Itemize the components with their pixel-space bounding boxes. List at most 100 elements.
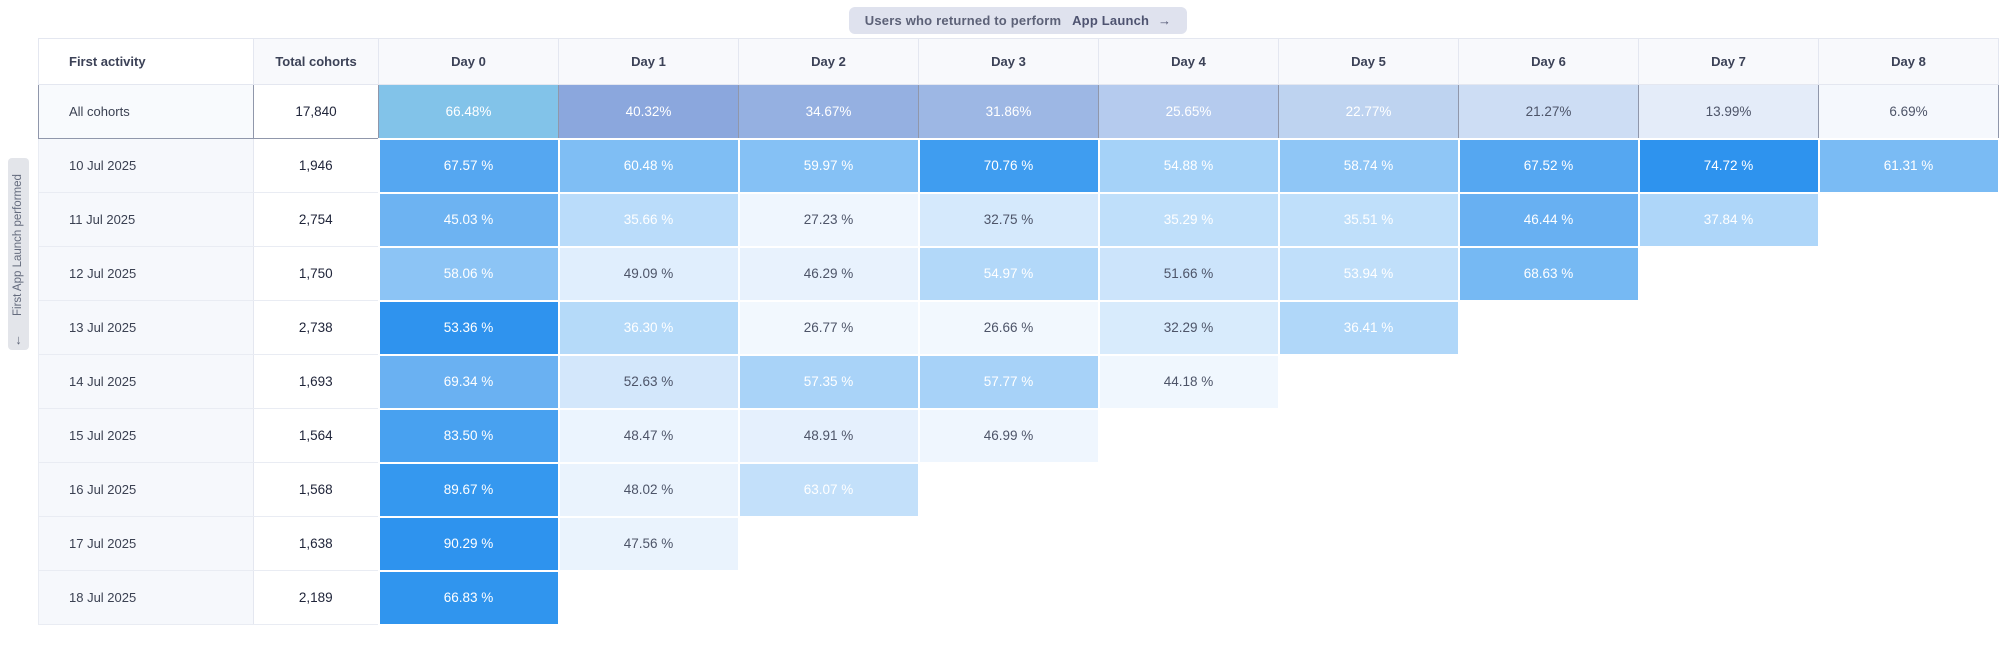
down-arrow-icon: ↓ — [15, 332, 22, 347]
retention-cell-day-3[interactable]: 32.75 % — [917, 191, 1100, 248]
cohort-label: 17 Jul 2025 — [38, 516, 254, 571]
retention-cell-day-1[interactable]: 36.30 % — [557, 299, 740, 356]
empty-cell-day-7 — [1638, 246, 1819, 301]
retention-cell-day-4[interactable]: 44.18 % — [1097, 353, 1280, 410]
cohort-label: 13 Jul 2025 — [38, 300, 254, 355]
retention-cell-day-6[interactable]: 46.44 % — [1457, 191, 1640, 248]
retention-cell-day-2[interactable]: 57.35 % — [737, 353, 920, 410]
retention-cell-day-8[interactable]: 6.69% — [1818, 84, 1999, 139]
retention-cell-day-1[interactable]: 47.56 % — [557, 515, 740, 572]
retention-cell-day-0[interactable]: 66.83 % — [377, 569, 560, 626]
empty-cell-day-5 — [1278, 516, 1459, 571]
first-event-performed-tab: First App Launch performed ↓ — [8, 158, 29, 350]
retention-cell-day-3[interactable]: 57.77 % — [917, 353, 1100, 410]
retention-cell-day-3[interactable]: 54.97 % — [917, 245, 1100, 302]
retention-cell-day-0[interactable]: 58.06 % — [377, 245, 560, 302]
empty-cell-day-6 — [1458, 462, 1639, 517]
retention-cell-day-7[interactable]: 74.72 % — [1637, 137, 1820, 194]
retention-cell-day-3[interactable]: 70.76 % — [917, 137, 1100, 194]
retention-cell-day-5[interactable]: 22.77% — [1278, 84, 1459, 139]
retention-cell-day-5[interactable]: 36.41 % — [1277, 299, 1460, 356]
empty-cell-day-4 — [1098, 462, 1279, 517]
retention-cell-day-6[interactable]: 68.63 % — [1457, 245, 1640, 302]
retention-cell-day-2[interactable]: 27.23 % — [737, 191, 920, 248]
empty-cell-day-6 — [1458, 354, 1639, 409]
header-row: First activity Total cohorts Day 0 Day 1 Day… — [38, 38, 1999, 85]
retention-cell-day-5[interactable]: 35.51 % — [1277, 191, 1460, 248]
retention-cell-day-1[interactable]: 49.09 % — [557, 245, 740, 302]
empty-cell-day-8 — [1818, 300, 1999, 355]
retention-cell-day-4[interactable]: 25.65% — [1098, 84, 1279, 139]
empty-cell-day-7 — [1638, 300, 1819, 355]
empty-cell-day-7 — [1638, 354, 1819, 409]
retention-cell-day-1[interactable]: 35.66 % — [557, 191, 740, 248]
retention-cell-day-4[interactable]: 35.29 % — [1097, 191, 1280, 248]
empty-cell-day-8 — [1818, 462, 1999, 517]
badge-event-name: App Launch — [1072, 13, 1150, 28]
cohort-total: 1,693 — [253, 354, 379, 409]
retention-cell-day-7[interactable]: 13.99% — [1638, 84, 1819, 139]
retention-cell-day-2[interactable]: 46.29 % — [737, 245, 920, 302]
column-header-day-4: Day 4 — [1098, 38, 1279, 85]
retention-cell-day-0[interactable]: 89.67 % — [377, 461, 560, 518]
retention-cell-day-4[interactable]: 32.29 % — [1097, 299, 1280, 356]
retention-cell-day-2[interactable]: 59.97 % — [737, 137, 920, 194]
empty-cell-day-2 — [738, 570, 919, 625]
retention-cell-day-1[interactable]: 40.32% — [558, 84, 739, 139]
empty-cell-day-7 — [1638, 408, 1819, 463]
returned-users-badge: Users who returned to perform App Launch… — [848, 7, 1188, 34]
retention-cell-day-8[interactable]: 61.31 % — [1817, 137, 1999, 194]
empty-cell-day-8 — [1818, 570, 1999, 625]
empty-cell-day-8 — [1818, 516, 1999, 571]
retention-cell-day-0[interactable]: 66.48% — [378, 84, 559, 139]
retention-cell-day-0[interactable]: 53.36 % — [377, 299, 560, 356]
empty-cell-day-6 — [1458, 570, 1639, 625]
retention-cell-day-2[interactable]: 34.67% — [738, 84, 919, 139]
cohort-label: All cohorts — [38, 84, 254, 139]
cohort-row: 12 Jul 2025 1,750 58.06 % 49.09 % 46.29 % 54.… — [38, 245, 1999, 302]
empty-cell-day-6 — [1458, 516, 1639, 571]
empty-cell-day-1 — [558, 570, 739, 625]
cohort-row: 18 Jul 2025 2,189 66.83 % — [38, 569, 1999, 626]
cohort-total: 1,750 — [253, 246, 379, 301]
retention-cell-day-2[interactable]: 26.77 % — [737, 299, 920, 356]
badge-row: Users who returned to perform App Launch… — [38, 7, 1998, 34]
empty-cell-day-2 — [738, 516, 919, 571]
retention-cell-day-1[interactable]: 52.63 % — [557, 353, 740, 410]
retention-cell-day-1[interactable]: 48.47 % — [557, 407, 740, 464]
retention-cell-day-4[interactable]: 54.88 % — [1097, 137, 1280, 194]
retention-cell-day-0[interactable]: 67.57 % — [377, 137, 560, 194]
retention-cell-day-5[interactable]: 58.74 % — [1277, 137, 1460, 194]
retention-cell-day-0[interactable]: 45.03 % — [377, 191, 560, 248]
retention-cell-day-3[interactable]: 26.66 % — [917, 299, 1100, 356]
empty-cell-day-8 — [1818, 408, 1999, 463]
retention-cell-day-4[interactable]: 51.66 % — [1097, 245, 1280, 302]
empty-cell-day-4 — [1098, 570, 1279, 625]
retention-cell-day-6[interactable]: 21.27% — [1458, 84, 1639, 139]
retention-cell-day-3[interactable]: 46.99 % — [917, 407, 1100, 464]
cohort-label: 11 Jul 2025 — [38, 192, 254, 247]
empty-cell-day-7 — [1638, 570, 1819, 625]
table-area: First App Launch performed ↓ First activ… — [8, 38, 1999, 626]
retention-cell-day-5[interactable]: 53.94 % — [1277, 245, 1460, 302]
retention-cell-day-3[interactable]: 31.86% — [918, 84, 1099, 139]
retention-cell-day-0[interactable]: 83.50 % — [377, 407, 560, 464]
retention-cell-day-0[interactable]: 90.29 % — [377, 515, 560, 572]
summary-row: All cohorts 17,840 66.48% 40.32% 34.67% 31.86… — [38, 84, 1999, 139]
retention-cell-day-1[interactable]: 48.02 % — [557, 461, 740, 518]
retention-cell-day-0[interactable]: 69.34 % — [377, 353, 560, 410]
badge-text: Users who returned to perform — [864, 13, 1062, 28]
cohort-row: 17 Jul 2025 1,638 90.29 % 47.56 % — [38, 515, 1999, 572]
retention-cell-day-2[interactable]: 48.91 % — [737, 407, 920, 464]
cohort-row: 10 Jul 2025 1,946 67.57 % 60.48 % 59.97 % 70.… — [38, 137, 1999, 194]
cohort-total: 2,754 — [253, 192, 379, 247]
cohort-total: 1,568 — [253, 462, 379, 517]
cohort-label: 10 Jul 2025 — [38, 138, 254, 193]
retention-cell-day-6[interactable]: 67.52 % — [1457, 137, 1640, 194]
retention-cell-day-1[interactable]: 60.48 % — [557, 137, 740, 194]
empty-cell-day-8 — [1818, 354, 1999, 409]
retention-cell-day-2[interactable]: 63.07 % — [737, 461, 920, 518]
right-arrow-icon: → — [1158, 13, 1172, 28]
retention-cell-day-7[interactable]: 37.84 % — [1637, 191, 1820, 248]
empty-cell-day-6 — [1458, 300, 1639, 355]
